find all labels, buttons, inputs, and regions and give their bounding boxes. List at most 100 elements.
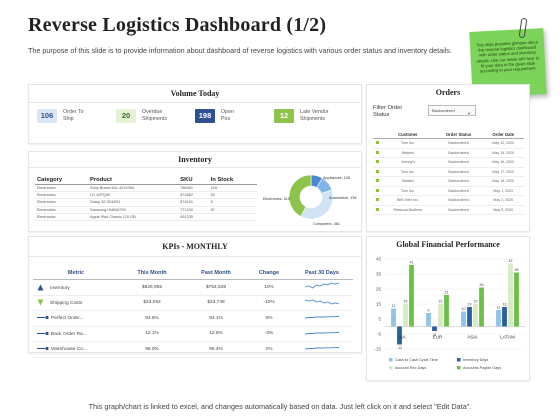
table-cell: 12.5% [185, 326, 247, 342]
bullet-arrow-icon [37, 316, 49, 320]
row-marker [373, 195, 381, 206]
table-cell: Backordered [434, 176, 483, 187]
bar-value-label: 11 [497, 306, 501, 310]
kpi-metric-cell: Back Order Ra... [33, 326, 119, 342]
table-cell: May 2, 2020 [482, 195, 524, 206]
sparkline [304, 299, 340, 305]
sticky-note-text: This slide provides glimpse about the re… [475, 39, 540, 74]
table-cell: May 18, 2020 [482, 176, 524, 187]
table-cell: 451235 [178, 213, 209, 221]
y-tick-label: 35 [376, 272, 382, 277]
volume-label-line: Late Vendor [300, 109, 329, 116]
footer-note: This graph/chart is linked to excel, and… [88, 402, 472, 411]
table-cell: 12.1% [119, 326, 185, 342]
table-cell: 52 [208, 191, 257, 200]
kpi-table: Metric This Month Past Month Change Past… [33, 267, 353, 358]
page-title: Reverse Logistics Dashboard (1/2) [28, 14, 327, 36]
kpi-metric-cell: Perfect Order... [33, 310, 119, 327]
table-row: Electronics Sharp 32 SD6091 874101 6 [35, 198, 257, 207]
table-cell: 2% [247, 341, 291, 358]
bullet-arrow-icon [37, 331, 49, 335]
column-header: Past 30 Days [291, 267, 353, 280]
legend-label: Account Rec Days [395, 366, 426, 370]
table-row: Johnny's Backordered May 16, 2020 [373, 157, 524, 168]
bar [502, 307, 507, 327]
table-cell: -3% [247, 326, 291, 342]
legend-swatch [457, 366, 461, 370]
bullet-arrow-icon [37, 347, 49, 351]
volume-label-line: Pos [221, 116, 231, 122]
sparkline-path [304, 347, 340, 350]
legend-swatch [389, 366, 393, 370]
kpi-metric: Back Order Ra... [51, 331, 87, 337]
volume-today-card: Volume Today 106 Order To Ship 20 Overdu… [28, 84, 362, 144]
column-header: Customer [381, 131, 435, 139]
column-header: This Month [119, 267, 185, 280]
triangle-up-icon [37, 284, 44, 291]
volume-item-order-to-ship: 106 Order To Ship [37, 109, 116, 123]
volume-value: 12 [274, 109, 294, 123]
bar-value-label: 12 [392, 304, 396, 308]
filter-label-line: Status [373, 112, 390, 118]
bar [467, 307, 472, 327]
bar [508, 263, 513, 327]
bar-value-label: 13 [503, 303, 507, 307]
bar [438, 304, 443, 327]
sparkline [304, 316, 340, 319]
inventory-donut-chart: Appliances, 105 Automotive, 136 Computers,… [263, 174, 356, 226]
table-row: Electronics LG 42PQ50 874562 52 [35, 191, 257, 200]
table-cell: 6 [208, 198, 257, 207]
table-row: Perfect Order... 94.5% 94.1% 0% [33, 310, 353, 327]
volume-item-open-pos: 198 Open Pos [195, 109, 274, 123]
table-cell: $23,748 [185, 295, 247, 311]
category-label: EUR [433, 335, 443, 340]
bar [473, 304, 478, 327]
sparkline [304, 331, 340, 335]
table-cell: May 1, 2020 [482, 186, 524, 196]
order-status-select-value: Backordered [432, 108, 455, 113]
column-header: Order Date [482, 131, 524, 139]
sparkline-path [304, 282, 340, 289]
table-cell: Backordered [434, 138, 483, 149]
table-cell: 96.4% [185, 341, 247, 358]
bar [426, 313, 431, 327]
triangle-down-icon [37, 299, 44, 306]
y-tick-label: 15 [376, 302, 382, 307]
table-row: Tom Inc. Backordered May 12, 2020 [373, 138, 524, 149]
table-cell: LG 42PQ50 [88, 191, 179, 200]
filter-label-line: Filter Order [373, 105, 403, 111]
table-header-row: Metric This Month Past Month Change Past… [33, 267, 353, 280]
table-cell: Electronics [35, 213, 89, 221]
table-cell: Sharp 32 SD6091 [88, 198, 179, 207]
table-row: Electronics Sony Bravia 40L-42V1300 7864… [35, 184, 257, 193]
order-status-select[interactable]: Backordered ▼ [428, 105, 476, 116]
bar-value-label: 15 [439, 300, 443, 304]
table-cell: -10% [247, 295, 291, 311]
volume-label: Overdue Shipments [142, 109, 167, 122]
row-marker [373, 167, 381, 177]
table-row: Inventory $826,955 $754,638 10% [33, 279, 353, 296]
volume-label-line: Ship [63, 116, 74, 122]
bar [461, 311, 466, 327]
volume-label: Late Vendor Shipments [300, 109, 329, 122]
bar-value-label: 26 [480, 283, 484, 287]
column-header: Change [247, 267, 291, 280]
financial-title: Global Financial Performance [396, 240, 500, 249]
table-cell: Backordered [434, 157, 483, 168]
table-cell: Backordered [434, 195, 483, 206]
kpi-metric-cell: Inventory [33, 279, 119, 296]
table-cell: Sony Bravia 40L-42V1300 [88, 184, 179, 193]
table-cell: $23,092 [119, 295, 185, 311]
volume-label-line: Open [221, 109, 234, 116]
column-header: Category [35, 176, 89, 185]
table-cell: Tom Inc. [381, 138, 435, 149]
sparkline-cell [291, 295, 353, 311]
bar [432, 326, 437, 331]
table-cell: Tom Inc. [381, 167, 435, 177]
table-cell: 216 [208, 184, 257, 193]
column-header: Metric [33, 267, 119, 280]
volume-today-title: Volume Today [29, 85, 361, 103]
bar [444, 295, 449, 327]
table-cell: Electronics [35, 198, 89, 207]
table-cell: 0% [247, 310, 291, 327]
